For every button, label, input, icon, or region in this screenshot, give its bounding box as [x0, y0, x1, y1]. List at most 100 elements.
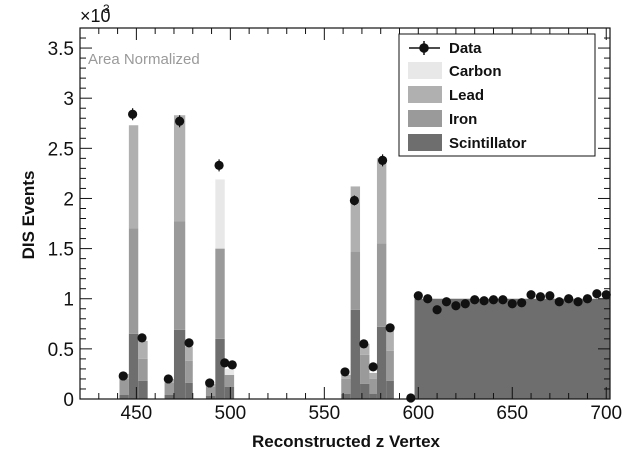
data-point-21: [451, 301, 461, 311]
data-point-29: [526, 290, 536, 300]
data-point-13: [368, 362, 378, 372]
bar-scintillator-7: [215, 338, 225, 399]
y-tick-label-0: 0: [63, 390, 74, 411]
data-point-15: [385, 323, 395, 333]
data-point-33: [564, 294, 574, 304]
bar-scintillator-9: [341, 393, 351, 399]
y-tick-label-1: 0.5: [48, 340, 74, 361]
legend-label-carbon: Carbon: [449, 63, 502, 80]
data-point-14: [377, 155, 388, 165]
legend: Data Carbon Lead Iron Scintillator: [398, 33, 596, 157]
bar-scintillator-15: [414, 298, 610, 399]
legend-label-data: Data: [449, 40, 482, 57]
legend-label-lead: Lead: [449, 87, 484, 104]
data-point-0: [118, 371, 128, 381]
data-point-24: [479, 296, 489, 306]
legend-item-iron: Iron: [408, 110, 477, 128]
legend-data-marker: [419, 43, 429, 53]
x-axis-title: Reconstructed z Vertex: [252, 432, 441, 451]
y-exponent-power: 3: [103, 2, 110, 16]
bar-iron-1: [128, 228, 139, 334]
plot-frame: [79, 27, 611, 400]
bar-lead-11: [360, 343, 370, 355]
data-point-11: [349, 195, 359, 206]
legend-item-scintillator: Scintillator: [408, 134, 527, 152]
data-point-4: [175, 116, 185, 126]
bar-scintillator-13: [376, 326, 387, 399]
bar-iron-7: [215, 248, 225, 339]
bar-iron-10: [350, 251, 361, 310]
area-normalized-label: Area Normalized: [88, 51, 200, 68]
y-tick-label-5: 2.5: [48, 139, 74, 160]
bar-lead-4: [173, 115, 186, 222]
data-point-28: [517, 298, 527, 308]
data-point-1: [128, 109, 138, 119]
data-point-16: [406, 393, 416, 403]
data-points: [118, 108, 611, 403]
data-point-30: [535, 292, 546, 302]
x-tick-label-1: 500: [215, 403, 247, 424]
data-point-6: [205, 378, 215, 388]
y-axis-title: DIS Events: [19, 171, 38, 260]
bar-scintillator-4: [173, 329, 186, 399]
bar-lead-9: [341, 374, 351, 379]
data-point-22: [460, 299, 470, 309]
bar-lead-14: [386, 330, 394, 351]
data-point-20: [441, 297, 452, 307]
bar-iron-13: [376, 243, 387, 327]
bar-iron-9: [341, 378, 351, 394]
legend-swatch-carbon: [408, 62, 442, 79]
bar-iron-3: [164, 382, 174, 395]
bar-scintillator-12: [369, 393, 377, 399]
data-point-25: [488, 295, 499, 305]
y-tick-label-3: 1.5: [48, 240, 74, 261]
data-point-19: [432, 305, 442, 315]
data-point-8: [220, 358, 230, 368]
legend-label-scintillator: Scintillator: [449, 135, 527, 152]
legend-item-carbon: Carbon: [408, 62, 502, 80]
data-point-23: [470, 295, 480, 305]
data-point-35: [582, 294, 593, 304]
bar-iron-2: [138, 358, 148, 381]
bar-carbon-8: [224, 368, 235, 375]
data-point-5: [184, 338, 194, 348]
x-tick-label-5: 700: [590, 403, 622, 424]
data-point-3: [163, 374, 173, 384]
x-tick-label-4: 650: [496, 403, 528, 424]
data-point-17: [413, 291, 423, 301]
bar-iron-14: [386, 350, 394, 381]
stacked-bars: [119, 115, 610, 399]
legend-swatch-lead: [408, 86, 442, 103]
bar-scintillator-14: [386, 380, 394, 399]
y-tick-label-4: 2: [63, 189, 74, 210]
bar-scintillator-2: [138, 380, 148, 399]
bar-iron-8: [224, 374, 235, 387]
x-tick-label-0: 450: [121, 403, 153, 424]
bar-scintillator-10: [350, 309, 361, 399]
data-point-7: [214, 160, 224, 170]
x-tick-label-3: 600: [402, 403, 434, 424]
data-point-34: [573, 297, 583, 307]
bar-carbon-7: [215, 179, 225, 249]
legend-item-data: Data: [409, 40, 482, 57]
legend-swatch-scintillator: [408, 134, 442, 151]
bar-lead-13: [376, 158, 387, 244]
data-point-27: [507, 299, 517, 309]
bar-scintillator-8: [224, 386, 235, 399]
data-point-37: [601, 290, 611, 300]
bar-lead-2: [138, 340, 148, 359]
bar-lead-1: [128, 125, 139, 229]
bar-lead-12: [369, 372, 377, 379]
bar-scintillator-3: [164, 394, 174, 399]
bar-iron-4: [173, 221, 186, 330]
bar-iron-5: [185, 360, 193, 383]
data-point-36: [592, 289, 602, 299]
legend-item-lead: Lead: [408, 86, 484, 104]
bar-iron-11: [360, 354, 370, 384]
y-tick-label-7: 3.5: [48, 39, 74, 60]
data-point-18: [423, 294, 433, 304]
bar-iron-6: [205, 386, 216, 396]
bar-iron-0: [119, 378, 129, 395]
legend-label-iron: Iron: [449, 111, 477, 128]
